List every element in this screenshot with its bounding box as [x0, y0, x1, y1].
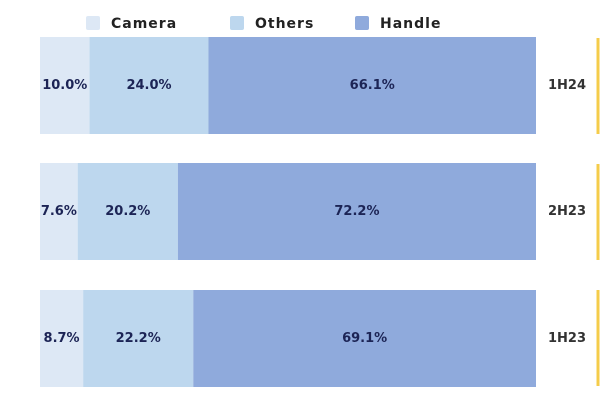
bar-segment: [40, 290, 84, 387]
value-label: 22.2%: [116, 331, 161, 346]
category-label: 1H23: [548, 331, 586, 346]
bar-segment: [40, 163, 78, 260]
bar-segment: [208, 37, 536, 134]
bar-segment: [193, 290, 537, 387]
value-label: 24.0%: [126, 78, 171, 93]
value-label: 66.1%: [350, 78, 395, 93]
value-label: 69.1%: [342, 331, 387, 346]
legend-swatch: [230, 16, 244, 30]
legend-label: Camera: [111, 16, 177, 32]
legend-swatch: [355, 16, 369, 30]
value-label: 8.7%: [44, 331, 80, 346]
value-label: 72.2%: [334, 204, 379, 219]
value-label: 20.2%: [105, 204, 150, 219]
legend-swatch: [86, 16, 100, 30]
category-label: 1H24: [548, 78, 586, 93]
bar-segment: [177, 163, 536, 260]
bar-segment: [77, 163, 178, 260]
bar-segment: [40, 37, 90, 134]
bar-segment: [89, 37, 209, 134]
legend-label: Others: [255, 16, 314, 32]
bar-segment: [83, 290, 194, 387]
category-label: 2H23: [548, 204, 586, 219]
legend-label: Handle: [380, 16, 441, 32]
value-label: 10.0%: [42, 78, 87, 93]
value-label: 7.6%: [41, 204, 77, 219]
